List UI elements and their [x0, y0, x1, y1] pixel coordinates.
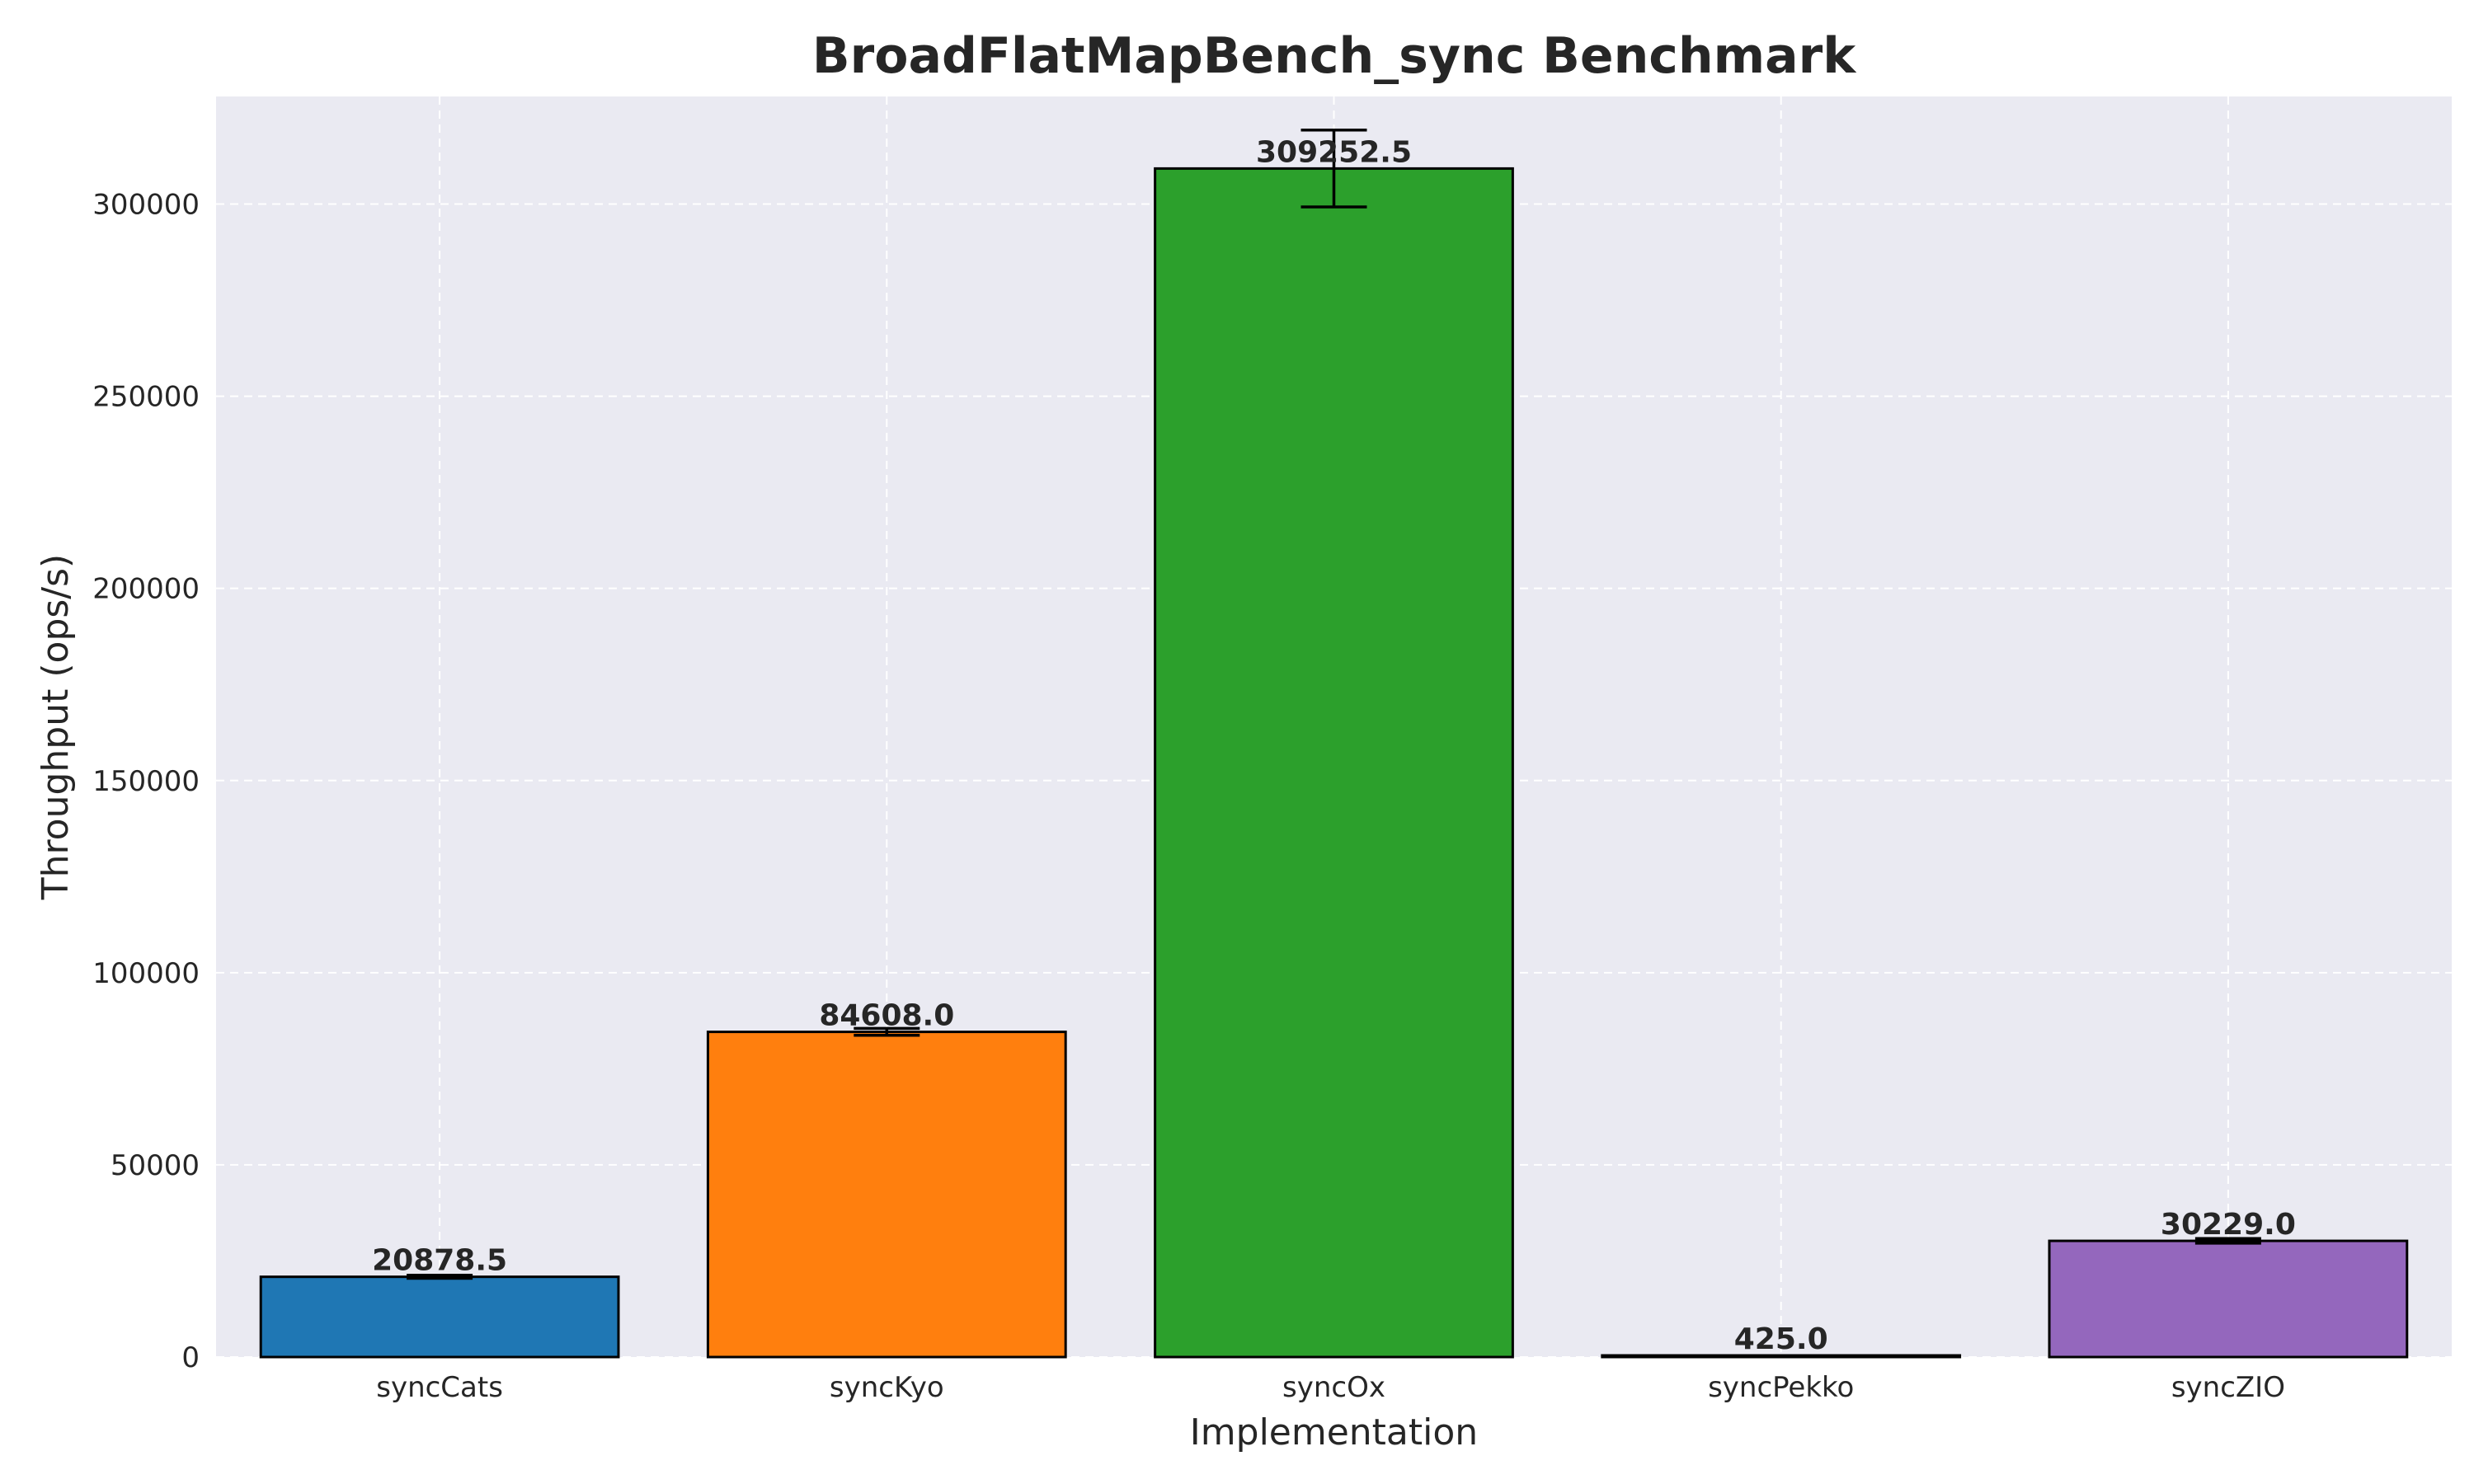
data-labels: 20878.5 84608.0 309252.5 425.0 30229.0: [372, 135, 2296, 1356]
bars: [259, 129, 2409, 1359]
bar: [706, 1031, 1067, 1359]
x-tick-label: syncKyo: [830, 1371, 944, 1404]
y-tick-label: 100000: [92, 957, 200, 990]
data-label: 309252.5: [1256, 135, 1412, 169]
x-tick-label: syncPekko: [1708, 1371, 1854, 1404]
data-label: 84608.0: [819, 999, 954, 1033]
y-tick-label: 200000: [92, 573, 200, 606]
y-tick-label: 50000: [111, 1149, 200, 1182]
x-tick-label: syncCats: [376, 1371, 503, 1404]
y-tick-label: 0: [181, 1341, 200, 1374]
data-label: 20878.5: [372, 1244, 507, 1278]
y-tick-label: 150000: [92, 765, 200, 798]
bar: [2048, 1239, 2409, 1359]
data-label: 425.0: [1734, 1322, 1828, 1356]
y-tick-label: 250000: [92, 381, 200, 414]
x-tick-label: syncZIO: [2171, 1371, 2285, 1404]
chart-title: BroadFlatMapBench_sync Benchmark: [812, 27, 1857, 85]
data-label: 30229.0: [2161, 1208, 2296, 1242]
tick-labels: 0 50000 100000 150000 200000 250000 300000 sync…: [92, 189, 2285, 1404]
bar: [1154, 167, 1514, 1359]
x-axis-label: Implementation: [1190, 1411, 1478, 1453]
bar: [1601, 1354, 1962, 1359]
bar: [259, 1275, 620, 1359]
y-axis-label: Throughput (ops/s): [35, 554, 77, 900]
x-tick-label: syncOx: [1282, 1371, 1385, 1404]
y-tick-label: 300000: [92, 189, 200, 222]
